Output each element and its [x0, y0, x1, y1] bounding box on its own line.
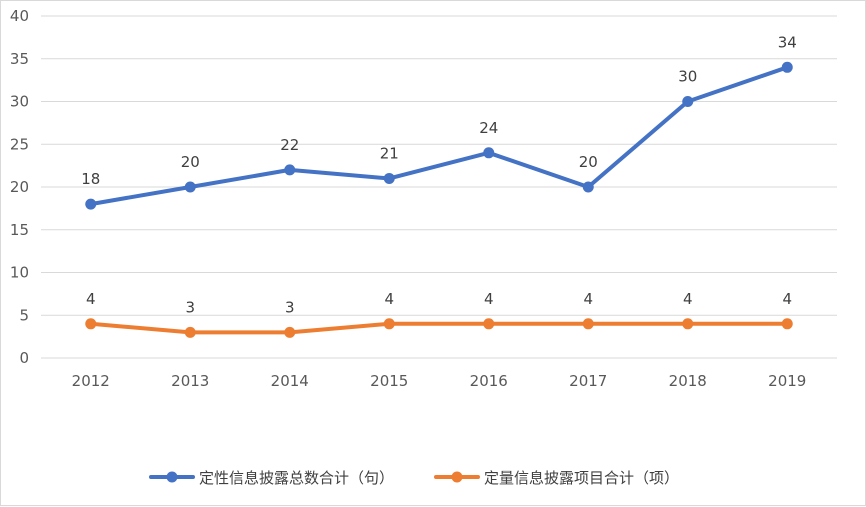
y-tick-label: 5 [19, 306, 29, 324]
y-tick-label: 15 [10, 221, 29, 239]
series-line-1 [88, 65, 790, 207]
data-point [383, 172, 395, 184]
y-tick-label: 0 [19, 349, 29, 367]
data-point [184, 181, 196, 193]
data-label: 18 [81, 170, 100, 188]
data-point [682, 318, 694, 330]
data-label: 4 [86, 290, 96, 308]
data-label: 4 [384, 290, 394, 308]
data-point [483, 318, 495, 330]
y-tick-label: 25 [10, 135, 29, 153]
legend-label: 定性信息披露总数合计（句） [199, 469, 394, 487]
y-tick-label: 35 [10, 50, 29, 68]
y-tick-label: 10 [10, 264, 29, 282]
data-label: 21 [380, 144, 399, 162]
data-point [85, 318, 97, 330]
legend-swatch-marker [166, 471, 178, 483]
data-point [85, 198, 97, 210]
data-point [582, 181, 594, 193]
y-tick-label: 40 [10, 7, 29, 25]
data-label: 20 [579, 153, 598, 171]
data-point [781, 318, 793, 330]
x-tick-label: 2012 [72, 372, 110, 390]
data-point [184, 326, 196, 338]
data-label: 4 [583, 290, 593, 308]
legend: 定性信息披露总数合计（句） 定量信息披露项目合计（项） [149, 469, 679, 487]
x-tick-label: 2015 [370, 372, 408, 390]
data-label: 3 [285, 298, 295, 316]
data-point [284, 326, 296, 338]
data-label: 4 [683, 290, 693, 308]
data-label: 3 [185, 298, 195, 316]
data-point [682, 96, 694, 107]
data-label: 4 [782, 290, 792, 308]
x-tick-label: 2019 [768, 372, 806, 390]
x-tick-label: 2018 [669, 372, 707, 390]
x-tick-label: 2017 [569, 372, 607, 390]
legend-label: 定量信息披露项目合计（项） [484, 469, 679, 487]
y-axis-ticks: 0 5 10 15 20 25 30 35 40 [10, 7, 29, 367]
x-axis-ticks: 2012 2013 2014 2015 2016 2017 2018 2019 [72, 372, 807, 390]
data-label: 22 [280, 136, 299, 154]
x-tick-label: 2013 [171, 372, 209, 390]
data-label: 20 [181, 153, 200, 171]
series-line-2 [88, 321, 790, 335]
data-point [781, 61, 793, 73]
gridlines [41, 15, 837, 359]
data-label: 4 [484, 290, 494, 308]
y-tick-label: 20 [10, 178, 29, 196]
data-label: 24 [479, 119, 498, 137]
x-tick-label: 2016 [470, 372, 508, 390]
data-point [284, 164, 296, 176]
data-point [383, 318, 395, 330]
series-group [85, 61, 793, 338]
x-tick-label: 2014 [271, 372, 309, 390]
legend-swatch-marker [451, 471, 463, 483]
data-label: 34 [778, 33, 797, 51]
data-point [582, 318, 594, 330]
y-tick-label: 30 [10, 93, 29, 111]
data-point [483, 147, 495, 159]
data-label: 30 [678, 68, 697, 86]
